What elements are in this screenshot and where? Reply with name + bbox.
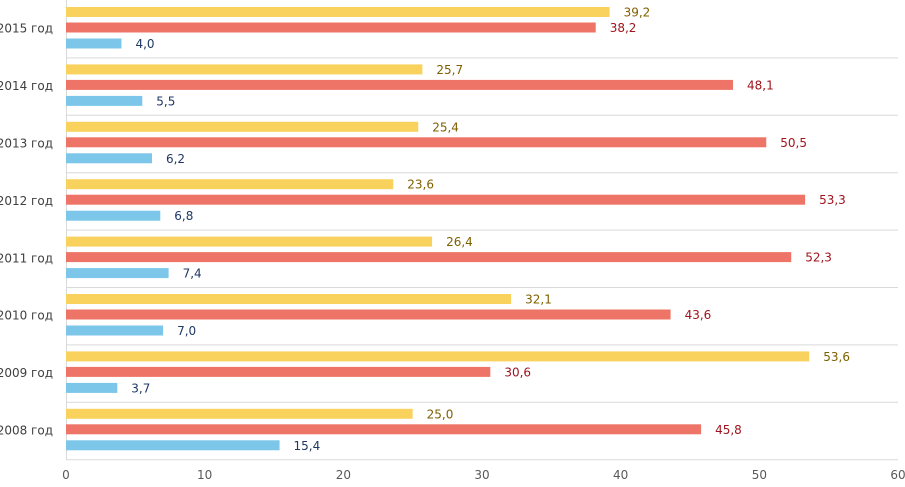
- data-label-series-red-2012-: 53,3: [819, 193, 846, 207]
- bar-series-yellow-2014-: [66, 64, 423, 75]
- bar-series-blue-2011-: [66, 268, 169, 279]
- x-tick-label: 30: [474, 468, 489, 482]
- bar-series-yellow-2013-: [66, 121, 419, 132]
- bar-series-yellow-2009-: [66, 351, 810, 362]
- bar-series-yellow-2015-: [66, 7, 610, 17]
- data-label-series-red-2014-: 48,1: [747, 78, 774, 92]
- bar-series-blue-2015-: [66, 38, 122, 49]
- bar-series-red-2010-: [66, 309, 671, 320]
- x-tick-label: 40: [613, 468, 628, 482]
- data-label-series-blue-2015-: 4,0: [135, 37, 154, 51]
- category-label-2011-: 2011 год: [0, 251, 53, 265]
- data-label-series-blue-2013-: 6,2: [166, 152, 185, 166]
- bar-series-blue-2012-: [66, 210, 161, 221]
- data-label-series-yellow-2008-: 25,0: [427, 407, 454, 421]
- bar-series-red-2008-: [66, 424, 702, 435]
- data-label-series-yellow-2011-: 26,4: [446, 235, 473, 249]
- bar-series-red-2013-: [66, 137, 767, 148]
- bar-series-blue-2010-: [66, 325, 164, 336]
- data-label-series-red-2011-: 52,3: [805, 251, 832, 265]
- bar-series-blue-2013-: [66, 153, 152, 164]
- bar-series-yellow-2010-: [66, 294, 512, 304]
- data-label-series-red-2008-: 45,8: [715, 423, 742, 437]
- data-label-series-blue-2010-: 7,0: [177, 324, 196, 338]
- bar-series-red-2015-: [66, 22, 596, 33]
- data-label-series-yellow-2012-: 23,6: [407, 178, 434, 192]
- bar-series-yellow-2012-: [66, 179, 394, 190]
- bar-series-red-2012-: [66, 194, 806, 205]
- bar-series-yellow-2008-: [66, 408, 413, 419]
- data-label-series-blue-2014-: 5,5: [156, 94, 175, 108]
- data-label-series-red-2013-: 50,5: [780, 136, 807, 150]
- x-tick-label: 50: [752, 468, 767, 482]
- data-label-series-yellow-2015-: 39,2: [624, 6, 651, 20]
- x-tick-label: 0: [62, 468, 70, 482]
- bar-series-blue-2008-: [66, 440, 280, 451]
- category-label-2013-: 2013 год: [0, 137, 53, 151]
- data-label-series-red-2015-: 38,2: [610, 21, 637, 35]
- bar-series-red-2009-: [66, 366, 491, 377]
- x-tick-label: 60: [890, 468, 905, 482]
- category-label-2014-: 2014 год: [0, 79, 53, 93]
- bar-series-blue-2014-: [66, 95, 143, 106]
- category-label-2012-: 2012 год: [0, 194, 53, 208]
- bar-series-blue-2009-: [66, 382, 118, 393]
- data-label-series-blue-2008-: 15,4: [294, 439, 321, 453]
- category-label-2009-: 2009 год: [0, 366, 53, 380]
- data-label-series-red-2010-: 43,6: [685, 308, 712, 322]
- data-label-series-yellow-2010-: 32,1: [525, 293, 552, 307]
- category-label-2015-: 2015 год: [0, 22, 53, 36]
- data-label-series-red-2009-: 30,6: [504, 365, 531, 379]
- x-tick-label: 10: [197, 468, 212, 482]
- data-label-series-yellow-2014-: 25,7: [436, 63, 463, 77]
- bar-series-red-2014-: [66, 79, 733, 90]
- data-label-series-yellow-2009-: 53,6: [823, 350, 850, 364]
- x-tick-label: 20: [336, 468, 351, 482]
- data-label-series-blue-2011-: 7,4: [183, 267, 202, 281]
- category-label-2010-: 2010 год: [0, 309, 53, 323]
- data-label-series-blue-2012-: 6,8: [174, 209, 193, 223]
- bar-series-red-2011-: [66, 252, 792, 263]
- bar-series-yellow-2011-: [66, 236, 433, 247]
- category-label-2008-: 2008 год: [0, 424, 53, 438]
- data-label-series-blue-2009-: 3,7: [131, 381, 150, 395]
- data-label-series-yellow-2013-: 25,4: [432, 120, 459, 134]
